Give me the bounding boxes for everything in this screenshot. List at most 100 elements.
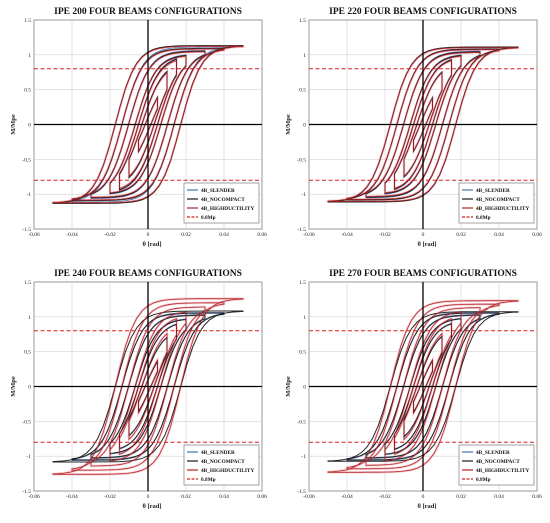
series-highductility-loop (109, 311, 187, 462)
x-tick-label: 0.02 (456, 494, 466, 500)
series-highductility-loop (52, 298, 244, 475)
series-highductility-loop (327, 47, 519, 202)
chart-title: IPE 200 FOUR BEAMS CONFIGURATIONS (54, 7, 242, 17)
x-tick-label: 0 (422, 232, 425, 238)
y-tick-label: -1 (26, 192, 31, 198)
y-tick-label: -1 (26, 454, 31, 460)
x-tick-label: -0.06 (303, 494, 315, 500)
y-tick-label: 0 (28, 385, 31, 391)
y-tick-label: -1.5 (22, 227, 31, 233)
x-axis-label: θ [rad] (417, 503, 436, 510)
chart-panel-ipe270: IPE 270 FOUR BEAMS CONFIGURATIONS -0.06 -0… (275, 262, 550, 523)
chart-panel-ipe200: IPE 200 FOUR BEAMS CONFIGURATIONS -0.06 -0… (0, 0, 275, 261)
y-tick-label: -1 (301, 192, 306, 198)
y-tick-label: -1 (301, 454, 306, 460)
series-highductility-loop (394, 60, 452, 189)
y-tick-label: 0 (28, 123, 31, 129)
chart-title: IPE 240 FOUR BEAMS CONFIGURATIONS (54, 269, 242, 279)
legend-label: 4B_SLENDER (201, 188, 235, 194)
x-tick-label: 0.06 (532, 494, 542, 500)
x-tick-label: 0.02 (456, 232, 466, 238)
x-tick-label: 0.02 (181, 494, 191, 500)
series-highductility-loop (394, 318, 452, 455)
series-highductility-loop (119, 60, 177, 189)
x-tick-label: -0.06 (28, 232, 40, 238)
y-tick-label: -0.5 (22, 157, 31, 163)
x-tick-label: -0.02 (104, 232, 116, 238)
legend: 4B_SLENDER 4B_NOCOMPACT 4B_HIGHDUCTILITY 0.… (183, 182, 260, 224)
chart-panel-ipe220: IPE 220 FOUR BEAMS CONFIGURATIONS -0.06 -0… (275, 0, 550, 261)
series-highductility-loop (327, 300, 519, 473)
y-tick-label: 1.5 (299, 18, 306, 24)
legend: 4B_SLENDER 4B_NOCOMPACT 4B_HIGHDUCTILITY 0.… (183, 444, 260, 486)
y-axis-label: M/Mpe (10, 376, 17, 397)
y-tick-label: -0.5 (22, 419, 31, 425)
legend-label: 0.8Mp (476, 215, 491, 221)
legend-label: 4B_HIGHDUCTILITY (476, 468, 529, 474)
x-tick-label: -0.04 (341, 494, 353, 500)
y-tick-label: 0.5 (299, 88, 306, 94)
legend-label: 4B_HIGHDUCTILITY (476, 206, 529, 212)
y-tick-label: 0.5 (24, 350, 31, 356)
x-tick-label: 0.02 (181, 232, 191, 238)
x-tick-label: 0.06 (257, 494, 267, 500)
y-tick-label: -0.5 (297, 157, 306, 163)
x-tick-label: -0.06 (28, 494, 40, 500)
y-tick-label: 1 (303, 53, 306, 59)
series-highductility-loop (346, 49, 500, 200)
legend-label: 4B_SLENDER (476, 188, 510, 194)
series-highductility-loop (71, 302, 225, 471)
legend-label: 4B_NOCOMPACT (201, 197, 245, 203)
x-axis-label: θ [rad] (142, 241, 161, 248)
x-tick-label: 0.04 (494, 494, 504, 500)
series-highductility-loop (52, 45, 244, 204)
y-tick-label: 0.5 (24, 88, 31, 94)
y-tick-label: 1.5 (299, 280, 306, 286)
legend-label: 4B_SLENDER (201, 450, 235, 456)
y-tick-label: 0 (303, 123, 306, 129)
y-tick-label: 1 (28, 53, 31, 59)
legend: 4B_SLENDER 4B_NOCOMPACT 4B_HIGHDUCTILITY 0.… (458, 444, 535, 486)
series-highductility-loop (365, 52, 481, 197)
series-highductility-loop (109, 55, 187, 194)
y-tick-label: -0.5 (297, 419, 306, 425)
x-tick-label: 0.04 (219, 232, 229, 238)
x-tick-label: -0.02 (104, 494, 116, 500)
series-highductility-loop (346, 303, 500, 470)
legend-label: 0.8Mp (476, 477, 491, 483)
y-tick-label: 1 (28, 315, 31, 321)
series-highductility-loop (119, 318, 177, 455)
series-highductility-loop (384, 55, 462, 194)
series-highductility-loop (90, 51, 206, 198)
legend-label: 4B_HIGHDUCTILITY (201, 206, 254, 212)
x-tick-label: 0 (422, 494, 425, 500)
y-axis-label: M/Mpe (10, 114, 17, 135)
chart-title: IPE 220 FOUR BEAMS CONFIGURATIONS (329, 7, 517, 17)
x-axis-label: θ [rad] (142, 503, 161, 510)
legend-label: 4B_NOCOMPACT (476, 459, 520, 465)
y-tick-label: 1.5 (24, 280, 31, 286)
x-tick-label: 0.06 (257, 232, 267, 238)
x-tick-label: 0.04 (494, 232, 504, 238)
legend-label: 4B_SLENDER (476, 450, 510, 456)
x-tick-label: -0.02 (379, 494, 391, 500)
chart-panel-ipe240: IPE 240 FOUR BEAMS CONFIGURATIONS -0.06 -0… (0, 262, 275, 523)
legend: 4B_SLENDER 4B_NOCOMPACT 4B_HIGHDUCTILITY 0.… (458, 182, 535, 224)
legend-label: 4B_NOCOMPACT (476, 197, 520, 203)
x-tick-label: 0 (147, 232, 150, 238)
y-tick-label: -1.5 (22, 489, 31, 495)
x-tick-label: -0.02 (379, 232, 391, 238)
y-tick-label: 1.5 (24, 18, 31, 24)
x-tick-label: 0.06 (532, 232, 542, 238)
y-tick-label: 1 (303, 315, 306, 321)
legend-label: 0.8Mp (201, 477, 216, 483)
x-tick-label: -0.06 (303, 232, 315, 238)
y-tick-label: -1.5 (297, 489, 306, 495)
chart-title: IPE 270 FOUR BEAMS CONFIGURATIONS (329, 269, 517, 279)
series-highductility-loop (384, 311, 462, 462)
legend-label: 0.8Mp (201, 215, 216, 221)
legend-label: 4B_HIGHDUCTILITY (201, 468, 254, 474)
legend-label: 4B_NOCOMPACT (201, 459, 245, 465)
x-tick-label: 0 (147, 494, 150, 500)
x-axis-label: θ [rad] (417, 241, 436, 248)
